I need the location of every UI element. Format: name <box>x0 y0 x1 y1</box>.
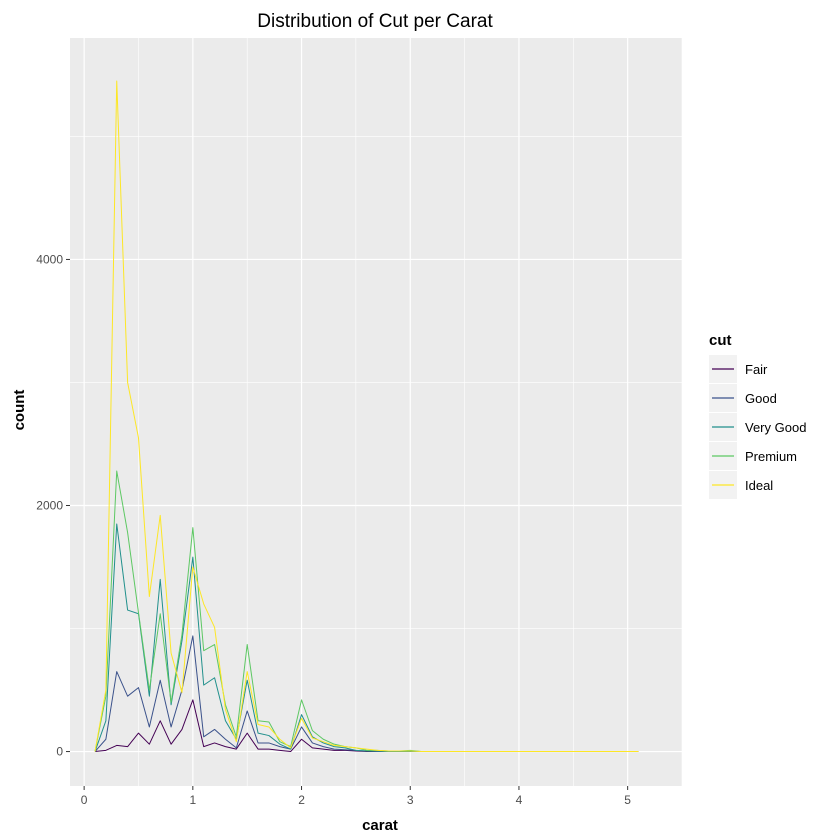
series-lines <box>94 80 639 753</box>
legend-item: Very Good <box>709 413 806 441</box>
legend-item: Fair <box>709 355 768 383</box>
legend: cut Fair Good Very Good Premium Ideal <box>709 332 806 499</box>
y-tick-label: 4000 <box>36 252 63 266</box>
series-line-ideal <box>94 80 639 753</box>
plot-panel <box>70 38 682 786</box>
x-tick-label: 0 <box>81 793 88 807</box>
x-tick-label: 2 <box>298 793 305 807</box>
legend-label: Premium <box>745 449 797 464</box>
x-axis-ticks: 0 1 2 3 4 5 <box>81 786 631 807</box>
legend-item: Premium <box>709 442 797 470</box>
x-tick-label: 1 <box>189 793 196 807</box>
legend-label: Very Good <box>745 420 806 435</box>
legend-title: cut <box>709 332 732 349</box>
x-axis-label: carat <box>362 817 398 834</box>
major-gridlines <box>70 38 682 786</box>
legend-item: Ideal <box>709 471 773 499</box>
legend-label: Good <box>745 391 777 406</box>
chart-title: Distribution of Cut per Carat <box>257 11 493 32</box>
y-tick-label: 0 <box>56 745 63 759</box>
x-tick-label: 3 <box>407 793 414 807</box>
x-tick-label: 5 <box>624 793 631 807</box>
y-tick-label: 2000 <box>36 499 63 513</box>
y-axis-ticks: 0 2000 4000 <box>36 252 70 759</box>
legend-item: Good <box>709 384 777 412</box>
x-tick-label: 4 <box>516 793 523 807</box>
minor-gridlines <box>70 38 683 786</box>
y-axis-label: count <box>11 390 28 431</box>
legend-label: Ideal <box>745 478 773 493</box>
legend-label: Fair <box>745 362 768 377</box>
